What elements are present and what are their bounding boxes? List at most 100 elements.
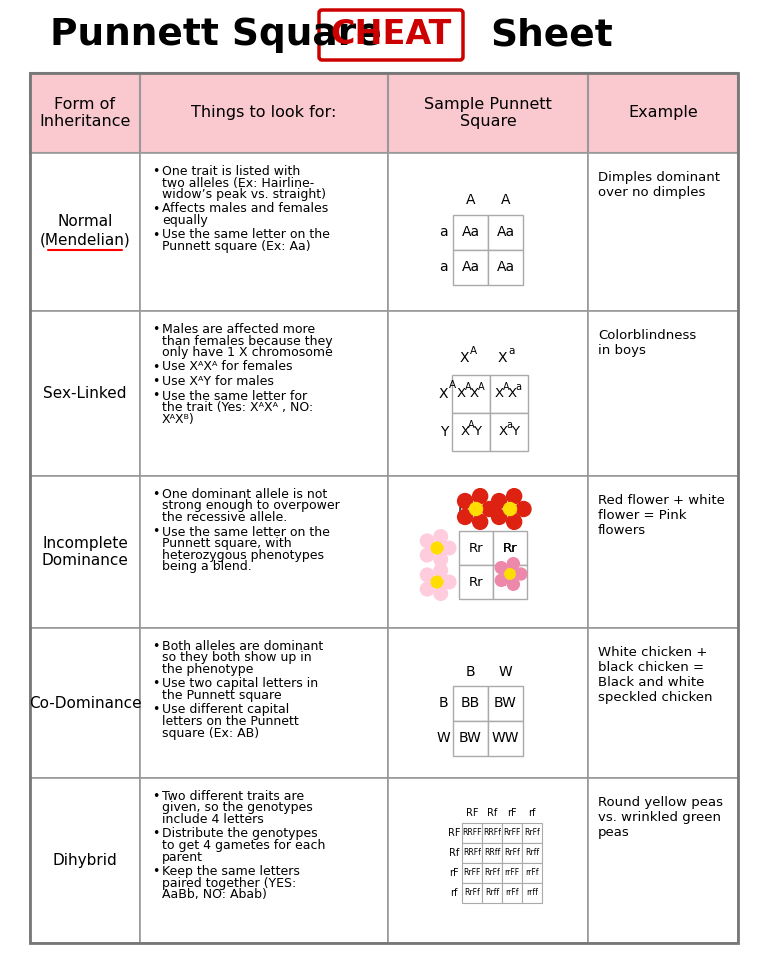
Text: Y: Y [474,425,482,438]
Text: Keep the same letters: Keep the same letters [162,865,300,878]
Bar [453,720,488,755]
Circle shape [442,575,456,589]
Bar [482,883,502,903]
Text: Use the same letter on the: Use the same letter on the [162,229,330,241]
Text: Round yellow peas
vs. wrinkled green
peas: Round yellow peas vs. wrinkled green pea… [598,796,723,839]
Text: •: • [152,229,160,241]
Bar [482,862,502,883]
Text: •: • [152,525,160,538]
Text: a: a [508,345,515,355]
Text: RrFf: RrFf [484,868,500,877]
Bar [452,413,490,450]
Text: Use the same letter on the: Use the same letter on the [162,525,330,538]
Text: RRFf: RRFf [463,848,481,857]
Circle shape [458,510,472,524]
Text: Use different capital: Use different capital [162,703,290,716]
Bar [388,153,588,311]
Bar [502,862,522,883]
Bar [388,476,588,628]
Circle shape [492,493,507,509]
Text: X: X [470,387,479,400]
Text: X: X [498,351,507,366]
Text: White chicken +
black chicken =
Black and white
speckled chicken: White chicken + black chicken = Black an… [598,646,713,704]
Bar [522,883,542,903]
Text: X: X [457,387,466,400]
Circle shape [492,510,507,524]
Text: Rr: Rr [503,542,518,555]
Bar [522,822,542,843]
Text: a: a [439,260,447,274]
Text: rF: rF [507,808,517,817]
Bar [493,565,527,599]
Text: the Punnett square: the Punnett square [162,689,282,702]
Bar [462,862,482,883]
Text: Males are affected more: Males are affected more [162,323,315,336]
Text: RRff: RRff [484,848,500,857]
Circle shape [434,529,448,543]
Text: A: A [470,345,477,355]
Text: Aa: Aa [496,225,515,239]
Bar [30,628,140,778]
Text: CHEAT: CHEAT [330,18,452,52]
Bar [588,476,738,628]
Text: so they both show up in: so they both show up in [162,652,312,665]
Text: •: • [152,165,160,178]
Text: square (Ex: AB): square (Ex: AB) [162,727,259,739]
Text: Distribute the genotypes: Distribute the genotypes [162,827,318,841]
Text: RrFf: RrFf [524,828,540,837]
Text: Sex-Linked: Sex-Linked [43,386,127,401]
Circle shape [495,574,507,587]
Circle shape [420,549,434,561]
Circle shape [420,568,434,582]
Text: Y: Y [511,425,519,438]
Bar [388,311,588,476]
Text: XᴬXᴮ): XᴬXᴮ) [162,413,195,425]
Circle shape [507,515,521,529]
Bar [588,311,738,476]
Circle shape [508,558,519,570]
Text: X: X [461,425,469,438]
Text: given, so the genotypes: given, so the genotypes [162,802,313,814]
Bar [30,73,738,943]
Text: Things to look for:: Things to look for: [191,105,336,121]
Bar [459,531,493,565]
Text: equally: equally [162,214,208,227]
Text: paired together (YES:: paired together (YES: [162,877,296,889]
Text: (Mendelian): (Mendelian) [40,233,131,247]
Text: rF: rF [449,868,458,878]
Text: Rr: Rr [503,575,518,589]
Text: Affects males and females: Affects males and females [162,202,328,215]
Text: Punnett Square: Punnett Square [50,17,382,53]
Text: rrFf: rrFf [525,868,538,877]
Circle shape [472,488,488,504]
Circle shape [482,501,497,517]
Text: widow’s peak vs. straight): widow’s peak vs. straight) [162,188,326,201]
Text: r: r [447,541,453,555]
Circle shape [495,561,507,574]
Text: letters on the Punnett: letters on the Punnett [162,715,299,728]
Circle shape [472,515,488,529]
Text: •: • [152,703,160,716]
Bar [462,883,482,903]
Text: Two different traits are: Two different traits are [162,790,304,803]
Text: Incomplete
Dominance: Incomplete Dominance [41,536,128,568]
Text: Sheet: Sheet [490,17,613,53]
Text: r: r [447,575,453,589]
Circle shape [507,488,521,504]
Text: Sample Punnett
Square: Sample Punnett Square [424,96,552,129]
Bar [502,822,522,843]
Bar [140,73,388,153]
Bar [502,883,522,903]
Text: X: X [439,386,448,401]
Text: A: A [468,420,475,430]
Bar [388,73,588,153]
Text: a: a [515,382,521,392]
Text: strong enough to overpower: strong enough to overpower [162,499,339,513]
Circle shape [442,541,456,555]
Text: •: • [152,865,160,878]
Bar [482,843,502,862]
Text: Rf: Rf [487,808,497,817]
Text: Use XᴬXᴬ for females: Use XᴬXᴬ for females [162,361,293,374]
Text: Rr: Rr [468,542,483,555]
Bar [588,153,738,311]
